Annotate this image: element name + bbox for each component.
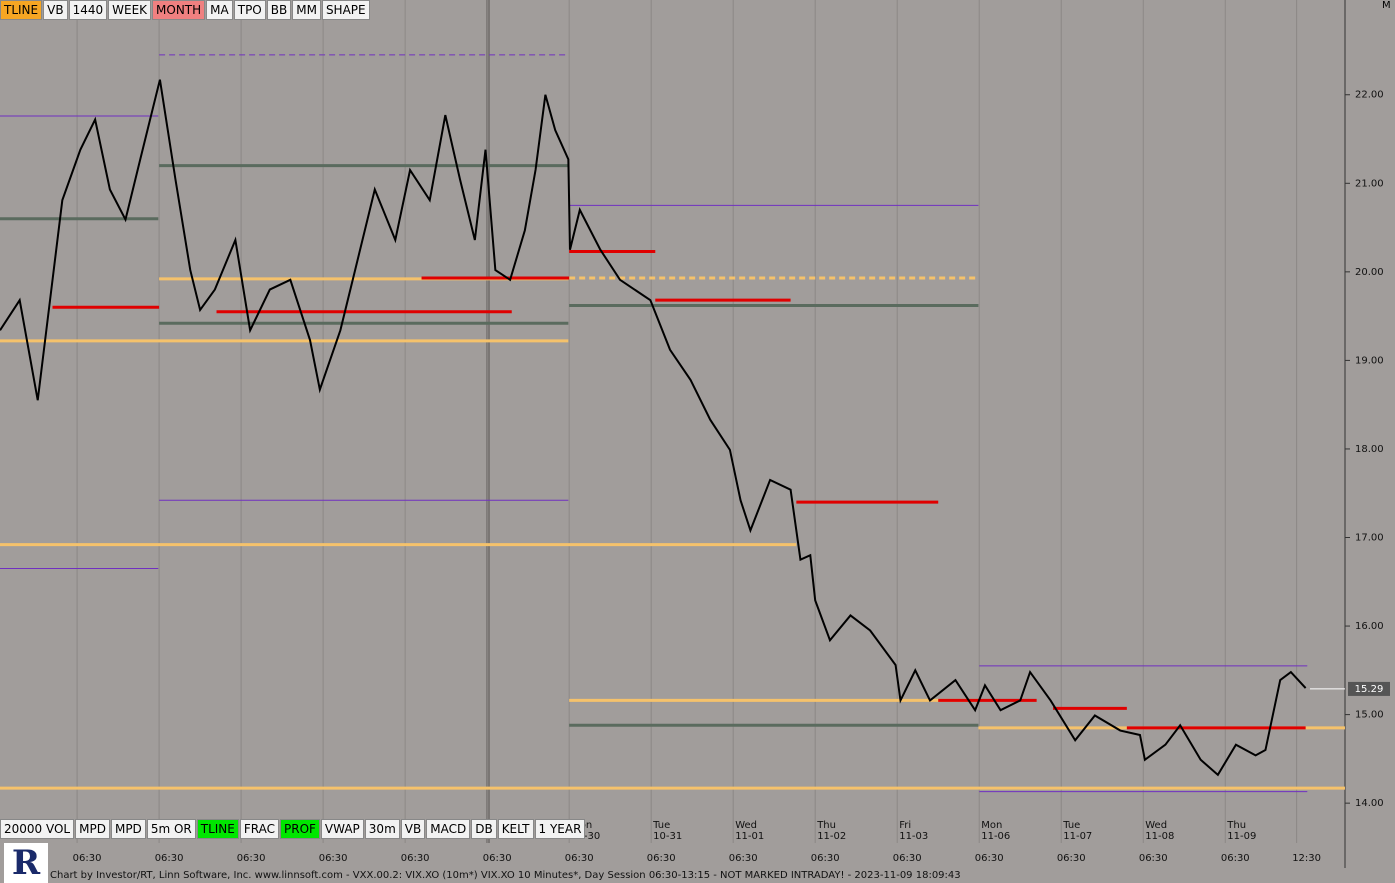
toolbar-button[interactable]: FRAC [239,819,279,839]
toolbar-button[interactable]: SHAPE [321,0,370,20]
plot-area [0,0,1345,843]
y-tick-label: 17.00 [1355,533,1384,544]
y-tick-label: 22.00 [1355,90,1384,101]
day-date: 11-01 [735,831,764,842]
x-tick-label: 06:30 [565,853,594,864]
price-line [0,79,1307,777]
x-tick-label: 06:30 [893,853,922,864]
last-price-label: 15.29 [1355,684,1384,695]
y-tick-label: 20.00 [1355,267,1384,278]
day-date: 11-09 [1227,831,1256,842]
toolbar-button[interactable]: 20000 VOL [0,819,75,839]
logo: R [4,843,48,883]
y-tick-label: 18.00 [1355,444,1384,455]
x-tick-label: 12:30 [1292,853,1321,864]
x-tick-label: 06:30 [237,853,266,864]
toolbar-button[interactable]: VB [43,0,68,20]
day-label: Wed [1145,820,1167,831]
last-price-box [1348,681,1390,696]
x-tick-label: 06:30 [483,853,512,864]
x-tick-label: 06:30 [729,853,758,864]
y-tick-label: 14.00 [1355,798,1384,809]
toolbar-button[interactable]: KELT [497,819,534,839]
x-tick-label: 06:30 [1139,853,1168,864]
toolbar-button[interactable]: MACD [426,819,471,839]
day-label: Thu [816,820,836,831]
day-label: Tue [1062,820,1080,831]
toolbar-button[interactable]: 1 YEAR [534,819,586,839]
y-tick-label: 16.00 [1355,621,1384,632]
day-label: Wed [735,820,757,831]
toolbar-button[interactable]: TLINE [196,819,239,839]
toolbar-button[interactable]: MONTH [152,0,206,20]
y-tick-label: 15.00 [1355,710,1384,721]
corner-label: M [1382,0,1391,11]
day-date: 10-31 [653,831,682,842]
day-date: 10-30 [571,831,600,842]
toolbar-button[interactable]: MPD [110,819,146,839]
x-tick-label: 06:30 [647,853,676,864]
day-date: 11-08 [1145,831,1174,842]
toolbar-button[interactable]: DB [471,819,497,839]
bottom-toolbar: 20000 VOL MPD MPD 5m OR TLINE FRAC PROF VWAP 30m… [0,819,586,839]
toolbar-button[interactable]: MA [206,0,233,20]
x-tick-label: 06:30 [155,853,184,864]
toolbar-button[interactable]: 5m OR [146,819,196,839]
x-tick-label: 06:30 [1057,853,1086,864]
toolbar-button[interactable]: MPD [75,819,110,839]
toolbar-button[interactable]: 1440 [68,0,108,20]
x-tick-label: 06:30 [1221,853,1250,864]
day-label: Tue [652,820,670,831]
status-bar: Chart by Investor/RT, Linn Software, Inc… [50,868,1395,883]
day-date: 11-02 [817,831,846,842]
x-tick-label: 06:30 [811,853,840,864]
x-tick-label: 06:30 [401,853,430,864]
x-tick-label: 06:30 [975,853,1004,864]
toolbar-button[interactable]: VWAP [320,819,364,839]
x-tick-label: 06:30 [73,853,102,864]
day-date: 11-03 [899,831,928,842]
toolbar-button[interactable]: TLINE [0,0,43,20]
day-label: Mon [981,820,1002,831]
toolbar-button[interactable]: PROF [280,819,320,839]
y-tick-label: 21.00 [1355,178,1384,189]
day-date: 11-06 [981,831,1010,842]
day-date: 11-07 [1063,831,1092,842]
toolbar-button[interactable]: 30m [364,819,400,839]
y-tick-label: 19.00 [1355,355,1384,366]
toolbar-button[interactable]: WEEK [108,0,152,20]
top-toolbar: TLINE VB 1440 WEEK MONTH MA TPO BB MM SHAPE [0,0,370,20]
toolbar-button[interactable]: TPO [233,0,266,20]
toolbar-button[interactable]: VB [400,819,426,839]
x-tick-label: 06:30 [319,853,348,864]
toolbar-button[interactable]: BB [266,0,292,20]
toolbar-button[interactable]: MM [292,0,321,20]
day-label: Thu [1226,820,1246,831]
day-label: Fri [899,820,911,831]
